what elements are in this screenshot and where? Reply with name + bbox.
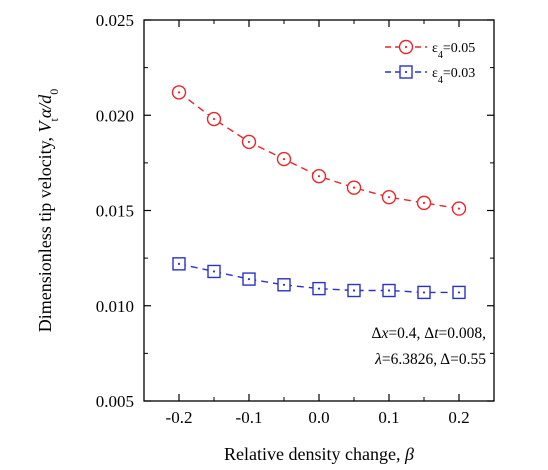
- x-tick-labels: -0.2 -0.1 0.0 0.1 0.2: [166, 408, 470, 427]
- legend-marker-center: [404, 70, 408, 74]
- data-point-center: [177, 91, 181, 94]
- data-point-center: [457, 291, 461, 294]
- data-point-center: [282, 283, 286, 286]
- legend-label: ε4=0.03: [432, 66, 475, 86]
- data-point-center: [457, 207, 461, 210]
- legend: ε4=0.05 ε4=0.03: [385, 39, 475, 86]
- y-tick-label: 0.010: [96, 297, 134, 316]
- x-tick-label: 0.1: [378, 408, 399, 427]
- tick-marks: [143, 19, 495, 402]
- data-point-center: [387, 289, 391, 292]
- data-point-center: [422, 201, 426, 204]
- data-point-center: [212, 270, 216, 273]
- data-point-center: [317, 287, 321, 290]
- data-point-center: [422, 291, 426, 294]
- y-tick-label: 0.015: [96, 202, 134, 221]
- series-2: [172, 257, 466, 300]
- series-line: [178, 91, 460, 210]
- series-layer: [171, 85, 467, 300]
- data-point-center: [282, 157, 286, 161]
- annotation-line2: λ=6.3826, Δ=0.55: [374, 351, 486, 368]
- x-tick-label: -0.2: [166, 408, 193, 427]
- y-tick-labels: 0.005 0.010 0.015 0.020 0.025: [96, 11, 134, 411]
- annotation-line1: Δx=0.4, Δt=0.008,: [371, 325, 486, 342]
- legend-label: ε4=0.05: [432, 41, 475, 61]
- x-tick-label: 0.2: [448, 408, 469, 427]
- annotation: Δx=0.4, Δt=0.008, λ=6.3826, Δ=0.55: [371, 325, 486, 368]
- data-point-center: [212, 117, 216, 121]
- data-point-center: [247, 140, 251, 144]
- y-tick-label: 0.005: [96, 392, 134, 411]
- legend-entry-1: ε4=0.05: [385, 39, 475, 61]
- y-axis-label: Dimensionless tip velocity, Vtα/d0: [35, 89, 61, 333]
- data-point-center: [177, 262, 181, 265]
- series-1: [171, 85, 467, 216]
- data-point-center: [352, 289, 356, 292]
- x-axis-label: Relative density change, β: [224, 444, 414, 464]
- data-point-center: [317, 175, 321, 178]
- data-point-center: [352, 186, 356, 189]
- data-point-center: [387, 196, 391, 199]
- legend-entry-2: ε4=0.03: [385, 65, 475, 86]
- x-tick-label: -0.1: [236, 408, 263, 427]
- legend-marker-center: [404, 45, 408, 49]
- y-tick-label: 0.020: [96, 106, 134, 125]
- data-point-center: [247, 277, 251, 281]
- x-tick-label: 0.0: [308, 408, 329, 427]
- y-tick-label: 0.025: [96, 11, 134, 30]
